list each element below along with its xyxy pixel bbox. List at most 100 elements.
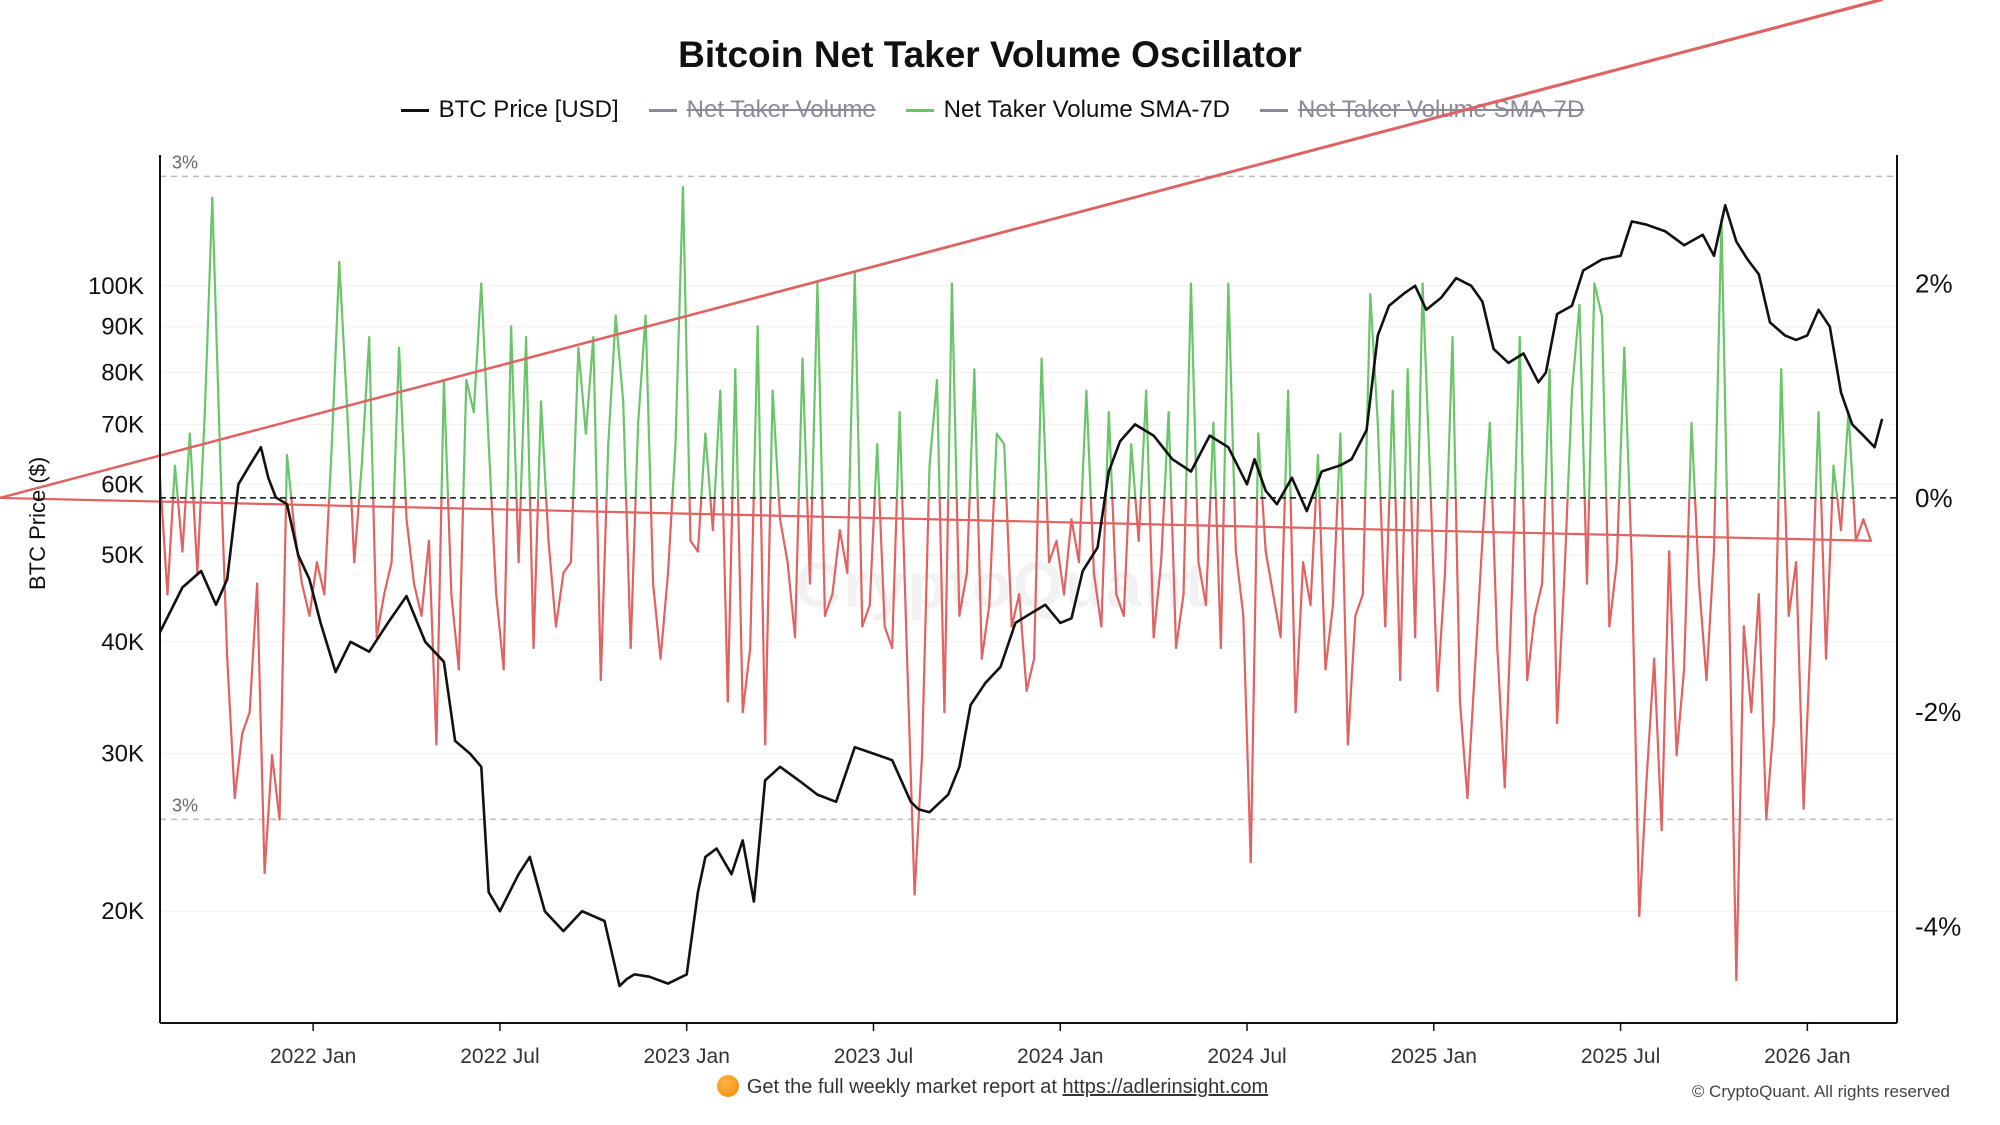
legend-item-sma-7d-alt[interactable]: Net Taker Volume SMA-7D — [1260, 96, 1584, 124]
oscillator-segment — [285, 453, 293, 500]
oscillator-segment — [1862, 518, 1872, 542]
oscillator-segment — [1436, 571, 1447, 692]
y-left-tick-label: 50K — [101, 542, 144, 569]
oscillator-segment — [524, 336, 532, 500]
oscillator-segment — [1466, 668, 1476, 800]
legend-item-btc-price[interactable]: BTC Price [USD] — [400, 96, 619, 124]
oscillator-segment — [816, 282, 824, 500]
oscillator-segment — [1522, 496, 1529, 682]
oscillator-segment — [1832, 464, 1839, 500]
oscillator-segment — [1563, 496, 1569, 575]
footer-report: Get the full weekly market report at htt… — [0, 1075, 1985, 1099]
oscillator-segment — [532, 496, 540, 650]
oscillator-segment — [1750, 593, 1760, 714]
oscillator-segment — [938, 496, 946, 714]
oscillator-segment — [1324, 603, 1335, 671]
watermark: CryptoQuant — [795, 549, 1209, 621]
oscillator-segment — [1204, 496, 1212, 607]
legend-item-net-taker-volume[interactable]: Net Taker Volume — [648, 96, 876, 124]
oscillator-segment — [595, 496, 602, 682]
oscillator-segment — [1496, 646, 1506, 789]
x-tick-label: 2024 Jul — [1207, 1045, 1286, 1068]
oscillator-segment — [1331, 496, 1339, 607]
oscillator-segment — [689, 539, 700, 553]
oscillator-segment — [569, 496, 575, 564]
oscillator-segment — [1615, 496, 1621, 564]
oscillator-segment — [1429, 496, 1439, 692]
oscillator-segment — [472, 282, 483, 414]
oscillator-segment — [1518, 336, 1525, 500]
oscillator-segment — [545, 496, 550, 542]
oscillator-segment — [1454, 496, 1462, 703]
oscillator-segment — [1854, 518, 1865, 542]
oscillator-segment — [1720, 218, 1729, 500]
oscillator-segment — [801, 357, 809, 500]
oscillator-segment — [968, 368, 976, 500]
oscillator-segment — [1787, 561, 1798, 617]
oscillator-segment — [1802, 625, 1813, 810]
oscillator-segment — [1289, 496, 1297, 714]
oscillator-segment — [462, 378, 468, 500]
bitcoin-coin-icon — [716, 1075, 739, 1097]
legend-label: Net Taker Volume SMA-7D — [943, 96, 1231, 123]
oscillator-segment — [1145, 389, 1151, 500]
oscillator-segment — [1617, 346, 1626, 500]
oscillator-segment — [1018, 593, 1028, 692]
oscillator-segment — [1735, 625, 1745, 982]
oscillator-segment — [1544, 368, 1551, 500]
oscillator-segment — [821, 496, 827, 617]
x-tick-label: 2023 Jan — [643, 1045, 729, 1068]
oscillator-segment — [328, 443, 333, 500]
oscillator-segment — [1214, 496, 1222, 650]
oscillator-segment — [1233, 496, 1237, 553]
oscillator-segment — [1406, 368, 1413, 500]
oscillator-segment — [891, 496, 899, 650]
oscillator-segment — [1148, 496, 1155, 639]
oscillator-segment — [831, 528, 841, 596]
oscillator-segment — [1170, 496, 1178, 650]
oscillator-segment — [1765, 721, 1775, 821]
oscillator-segment — [1653, 657, 1663, 832]
oscillator-segment — [1294, 561, 1305, 714]
threshold-label: 3% — [172, 795, 198, 815]
oscillator-segment — [848, 271, 856, 500]
oscillator-segment — [1301, 561, 1312, 607]
oscillator-segment — [368, 336, 375, 500]
oscillator-segment — [1089, 496, 1095, 575]
oscillator-segment — [1092, 571, 1103, 628]
oscillator-segment — [726, 496, 734, 703]
oscillator-segment — [1668, 550, 1678, 757]
oscillator-segment — [1783, 496, 1790, 617]
oscillator-segment — [539, 400, 548, 500]
y-axis-left-label: BTC Price ($) — [25, 456, 50, 590]
oscillator-segment — [1675, 668, 1686, 757]
oscillator-segment — [883, 625, 894, 650]
oscillator-segment — [404, 496, 408, 521]
legend-item-sma-7d[interactable]: Net Taker Volume SMA-7D — [905, 96, 1231, 124]
oscillator-segment — [1458, 700, 1469, 800]
oscillator-segment — [1570, 303, 1581, 392]
oscillator-segment — [450, 593, 460, 671]
oscillator-segment — [599, 496, 608, 682]
oscillator-segment — [392, 346, 401, 500]
oscillator-segment — [1005, 496, 1013, 628]
oscillator-segment — [1318, 496, 1327, 671]
report-link[interactable]: https://adlerinsight.com — [1062, 1076, 1269, 1098]
oscillator-segment — [1503, 582, 1514, 789]
legend-swatch-net-taker — [648, 108, 677, 112]
oscillator-segment — [1003, 443, 1008, 500]
oscillator-segment — [1421, 282, 1432, 478]
oscillator-segment — [634, 421, 640, 500]
oscillator-segment — [1443, 496, 1449, 575]
oscillator-segment — [1608, 561, 1618, 628]
oscillator-segment — [181, 496, 187, 553]
oscillator-segment — [390, 496, 395, 564]
oscillator-segment — [943, 496, 950, 714]
oscillator-segment — [1354, 593, 1364, 617]
oscillator-segment — [1697, 582, 1708, 682]
oscillator-segment — [502, 496, 509, 671]
oscillator-segment — [278, 496, 288, 821]
oscillator-segment — [1394, 496, 1402, 682]
oscillator-segment — [457, 496, 465, 671]
x-tick-label: 2025 Jan — [1391, 1045, 1477, 1068]
